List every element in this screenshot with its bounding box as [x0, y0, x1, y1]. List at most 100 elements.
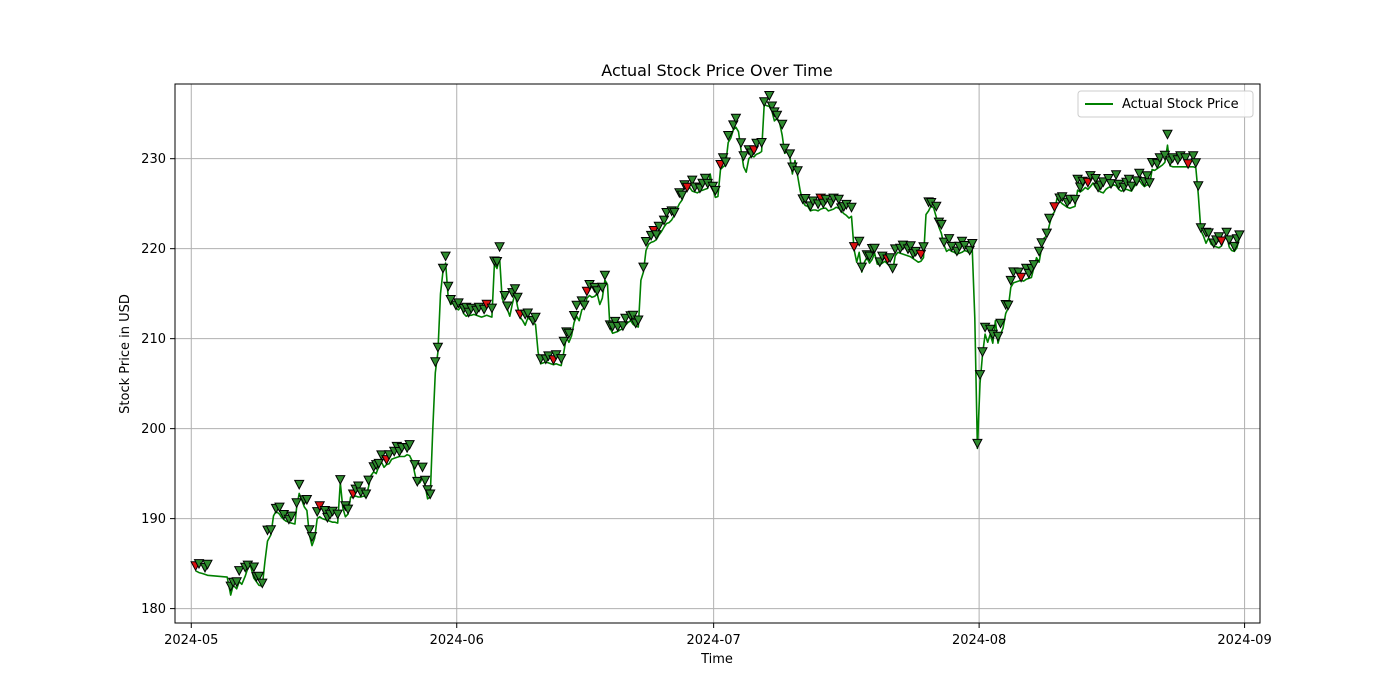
- marker-green-triangle: [404, 440, 415, 451]
- marker-green-triangle: [453, 298, 464, 309]
- marker-green-triangle: [360, 489, 372, 500]
- marker-green-triangle: [905, 241, 916, 252]
- y-tick-label: 220: [141, 242, 166, 257]
- marker-green-triangle: [1144, 178, 1155, 189]
- marker-green-triangle: [632, 315, 644, 326]
- x-tick-label: 2024-05: [164, 633, 218, 648]
- marker-green-triangle: [1141, 171, 1153, 182]
- marker-green-triangle: [599, 270, 611, 281]
- marker-green-triangle: [568, 311, 580, 322]
- marker-green-triangle: [202, 559, 213, 570]
- marker-green-triangle: [1110, 170, 1122, 181]
- marker-green-triangle: [771, 110, 783, 121]
- marker-green-triangle: [617, 321, 629, 332]
- marker-green-triangle: [1005, 275, 1017, 286]
- y-tick-label: 210: [141, 332, 166, 347]
- marker-green-triangle: [974, 370, 986, 381]
- marker-green-triangle: [291, 498, 302, 509]
- marker-green-triangle: [1126, 181, 1137, 192]
- marker-green-triangle: [429, 357, 441, 368]
- marker-green-triangle: [1105, 179, 1117, 190]
- marker-red-triangle: [848, 242, 860, 253]
- marker-green-triangle: [1123, 174, 1135, 185]
- marker-green-triangle: [274, 502, 285, 513]
- marker-green-triangle: [995, 318, 1006, 329]
- marker-green-triangle: [609, 316, 621, 327]
- plot-area: [195, 103, 1241, 596]
- marker-green-triangle: [833, 194, 845, 205]
- marker-green-triangle: [699, 173, 711, 184]
- marker-green-triangle: [304, 525, 315, 536]
- marker-green-triangle: [668, 207, 680, 218]
- x-tick-label: 2024-09: [1217, 633, 1271, 648]
- marker-green-triangle: [301, 495, 313, 506]
- y-axis-ticks: 180 190 200 210 220 230: [141, 152, 175, 617]
- marker-green-triangle: [596, 282, 608, 293]
- marker-green-triangle: [640, 237, 652, 248]
- marker-green-triangle: [1043, 213, 1055, 224]
- marker-green-triangle: [293, 479, 305, 490]
- marker-green-triangle: [486, 303, 498, 314]
- marker-green-triangle: [411, 476, 423, 487]
- marker-green-triangle: [972, 438, 983, 449]
- marker-green-triangle: [650, 230, 662, 241]
- marker-green-triangle: [658, 215, 670, 226]
- marker-green-triangle: [509, 284, 521, 295]
- marker-green-triangle: [869, 243, 880, 254]
- marker-green-triangle: [555, 354, 567, 365]
- marker-green-triangle: [1159, 150, 1171, 161]
- marker-green-triangle: [563, 328, 575, 339]
- marker-green-triangle: [756, 138, 767, 149]
- marker-green-triangle: [653, 221, 665, 232]
- marker-green-triangle: [342, 504, 354, 515]
- marker-green-triangle: [758, 97, 770, 108]
- marker-green-triangle: [1036, 238, 1047, 249]
- marker-green-triangle: [424, 489, 436, 500]
- marker-green-triangle: [494, 242, 505, 253]
- marker-green-triangle: [936, 219, 947, 230]
- marker-green-triangle: [930, 201, 942, 212]
- x-tick-label: 2024-07: [686, 633, 740, 648]
- marker-green-triangle: [1028, 260, 1040, 271]
- marker-green-triangle: [383, 450, 395, 461]
- marker-red-triangle: [1015, 272, 1027, 283]
- marker-green-triangle: [530, 312, 541, 323]
- marker-green-triangle: [1041, 228, 1053, 239]
- marker-green-triangle: [676, 190, 688, 201]
- x-axis-label: Time: [700, 652, 733, 667]
- marker-green-triangle: [710, 185, 721, 196]
- marker-green-triangle: [512, 292, 523, 303]
- marker-green-triangle: [1002, 300, 1014, 311]
- marker-green-triangle: [730, 113, 742, 124]
- marker-green-triangle: [233, 566, 245, 577]
- marker-green-triangle: [571, 300, 582, 311]
- legend: Actual Stock Price: [1077, 90, 1254, 118]
- marker-green-triangle: [977, 347, 988, 358]
- marker-green-triangle: [373, 458, 385, 469]
- legend-box: [1077, 90, 1254, 118]
- marker-green-triangle: [966, 239, 978, 250]
- x-tick-label: 2024-06: [430, 633, 484, 648]
- chart-title: Actual Stock Price Over Time: [601, 61, 832, 80]
- marker-green-triangle: [1103, 174, 1114, 185]
- marker-green-triangle: [735, 138, 747, 149]
- marker-green-triangle: [437, 263, 449, 274]
- marker-green-triangle: [1133, 168, 1145, 179]
- marker-red-triangle: [915, 249, 927, 260]
- marker-green-triangle: [1223, 235, 1235, 246]
- marker-green-triangle: [763, 91, 775, 102]
- marker-green-triangle: [918, 242, 929, 253]
- marker-green-triangle: [1228, 241, 1240, 252]
- marker-green-triangle: [638, 262, 649, 273]
- marker-green-triangle: [943, 234, 955, 245]
- marker-green-triangle: [1033, 246, 1045, 257]
- marker-green-triangle: [1190, 158, 1202, 169]
- marker-green-triangle: [1234, 230, 1245, 241]
- marker-green-triangle: [722, 131, 734, 142]
- marker-green-triangle: [1013, 267, 1024, 278]
- grid: [175, 84, 1260, 623]
- marker-green-triangle: [884, 253, 896, 264]
- marker-green-triangle: [799, 194, 811, 205]
- marker-green-triangle: [522, 308, 534, 319]
- marker-green-triangle: [792, 166, 803, 177]
